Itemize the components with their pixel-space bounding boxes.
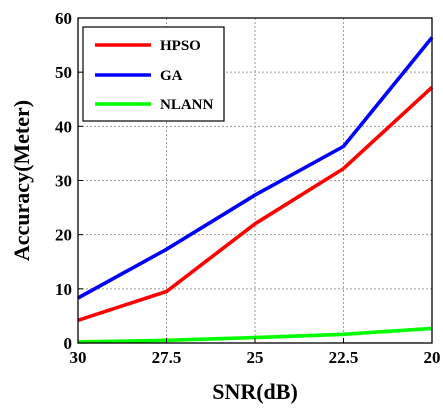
series-line-hpso xyxy=(77,85,434,323)
x-axis-label: SNR(dB) xyxy=(212,379,298,404)
y-tick-label: 10 xyxy=(55,280,72,299)
x-tick-label: 25 xyxy=(247,348,264,367)
series-line-ga xyxy=(77,36,434,300)
y-axis-label: Accuracy(Meter) xyxy=(9,100,34,261)
legend-label: NLANN xyxy=(160,97,214,113)
y-tick-label: 60 xyxy=(55,9,72,28)
x-tick-label: 27.5 xyxy=(152,348,182,367)
x-tick-label: 20 xyxy=(424,348,441,367)
x-tick-label: 22.5 xyxy=(329,348,359,367)
y-tick-label: 50 xyxy=(55,63,72,82)
series-lines xyxy=(77,36,434,344)
y-tick-label: 40 xyxy=(55,117,72,136)
x-tick-label: 30 xyxy=(70,348,87,367)
legend-label: GA xyxy=(160,68,183,84)
series-line-nlann xyxy=(77,326,433,344)
y-tick-label: 0 xyxy=(64,334,73,353)
y-tick-label: 20 xyxy=(55,226,72,245)
legend: HPSO GA NLANN xyxy=(82,26,225,122)
legend-label: HPSO xyxy=(160,38,201,54)
y-tick-label: 30 xyxy=(55,172,72,191)
axis-ticks: 30 27.5 25 22.5 20 0 10 20 30 40 50 60 xyxy=(55,9,441,367)
